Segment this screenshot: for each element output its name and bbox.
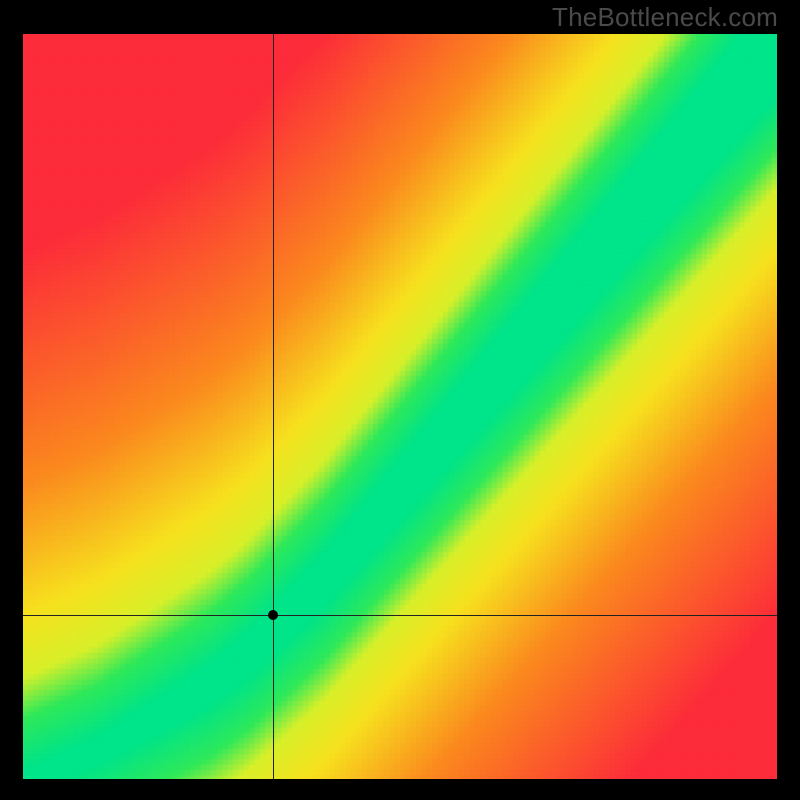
- heatmap-plot-area: [23, 34, 777, 779]
- crosshair-horizontal: [23, 615, 777, 616]
- marker-dot: [268, 610, 278, 620]
- crosshair-vertical: [273, 34, 274, 779]
- heatmap-canvas: [23, 34, 777, 779]
- watermark-text: TheBottleneck.com: [552, 2, 778, 33]
